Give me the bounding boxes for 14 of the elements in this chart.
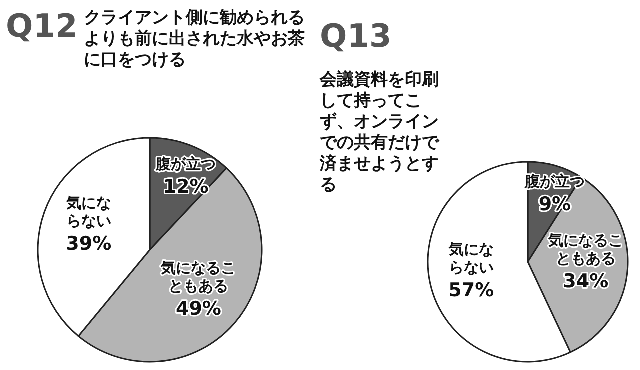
slice-label: 腹が立つ [155, 155, 216, 174]
slice-label: 気になることもある [547, 232, 624, 268]
slice-label: 気になることもある [160, 258, 236, 295]
slice-label: 気にならない [448, 240, 494, 277]
data-label: 49% [176, 298, 222, 320]
chart-title: Q12 [6, 7, 78, 45]
chart-title: Q13 [320, 17, 392, 55]
slice-label: 気にならない [65, 194, 112, 230]
chart-subtitle: 会議資料を印刷して持ってこず、オンラインでの共有だけで済ませようとする [320, 70, 441, 196]
data-label: 57% [448, 280, 494, 302]
chart-subtitle: クライアント側に勧められるよりも前に出された水やお茶に口をつける [84, 8, 306, 71]
data-label: 34% [563, 270, 609, 293]
data-label: 12% [163, 176, 209, 198]
data-label: 39% [66, 232, 112, 255]
